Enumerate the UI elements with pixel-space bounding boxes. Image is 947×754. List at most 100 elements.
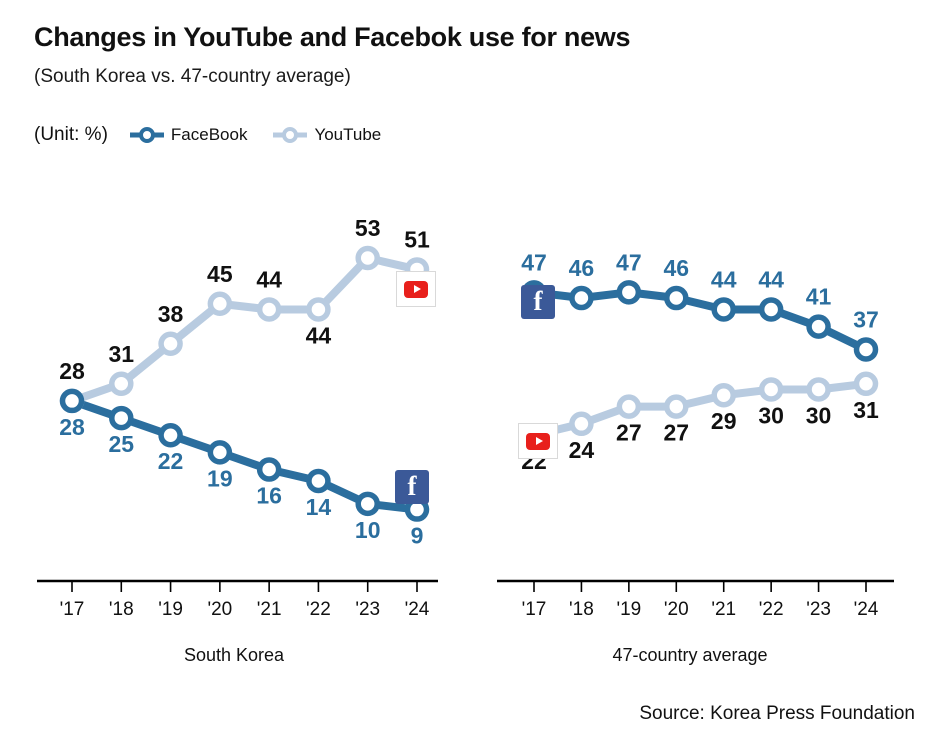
page-subtitle: (South Korea vs. 47-country average) (34, 66, 351, 87)
data-point-marker[interactable] (664, 394, 689, 419)
x-tick-label: '24 (405, 599, 430, 620)
data-point-marker[interactable] (158, 331, 183, 357)
data-point-label: 37 (853, 306, 879, 332)
data-point-label: 31 (108, 341, 134, 367)
data-point-marker[interactable] (616, 280, 642, 305)
x-tick-label: '23 (806, 599, 831, 620)
data-point-label: 9 (411, 523, 424, 549)
data-point-marker[interactable] (853, 337, 879, 362)
facebook-f-glyph: f (407, 471, 417, 501)
data-point-marker[interactable] (306, 468, 331, 494)
data-point-label: 30 (806, 403, 832, 429)
legend-item-youtube[interactable]: YouTube (273, 125, 381, 145)
legend-item-facebook[interactable]: FaceBook (129, 125, 248, 145)
data-point-label: 47 (616, 249, 642, 275)
play-triangle-icon (413, 285, 421, 293)
x-tick-label: '20 (664, 599, 689, 620)
data-point-marker[interactable] (355, 491, 380, 517)
data-point-label: 44 (256, 266, 282, 292)
facebook-logo-badge: f (521, 285, 555, 319)
x-tick-label: '18 (569, 599, 594, 620)
youtube-icon-body (404, 280, 428, 298)
panel-caption-south-korea: South Korea (183, 645, 285, 665)
data-point-marker[interactable] (806, 314, 831, 339)
facebook-f-glyph: f (533, 286, 543, 316)
data-point-label: 44 (306, 322, 332, 348)
data-point-marker[interactable] (59, 388, 85, 414)
data-point-label: 46 (663, 255, 689, 281)
data-point-marker[interactable] (853, 371, 879, 397)
data-point-label: 24 (569, 437, 595, 463)
data-point-label: 27 (616, 420, 642, 446)
youtube-logo-badge (396, 271, 436, 307)
data-point-label: 30 (758, 403, 784, 429)
data-point-marker[interactable] (758, 297, 784, 322)
data-point-marker[interactable] (207, 291, 233, 316)
x-tick-label: '22 (759, 599, 784, 620)
data-point-marker[interactable] (109, 405, 134, 431)
legend-label-facebook: FaceBook (170, 125, 248, 144)
data-point-label: 31 (853, 397, 879, 423)
x-tick-label: '19 (616, 599, 641, 620)
x-tick-label: '17 (522, 599, 547, 620)
unit-label: (Unit: %) (34, 124, 108, 145)
data-point-marker[interactable] (207, 440, 233, 465)
x-tick-label: '24 (854, 599, 879, 620)
line-marker-icon (129, 127, 164, 143)
data-point-marker[interactable] (158, 422, 183, 448)
x-tick-label: '21 (711, 599, 736, 620)
x-tick-label: '21 (257, 599, 282, 620)
data-point-label: 53 (355, 215, 381, 241)
data-point-marker[interactable] (355, 245, 380, 271)
page-title: Changes in YouTube and Facebok use for n… (34, 22, 631, 52)
data-point-label: 45 (207, 261, 233, 287)
data-point-marker[interactable] (306, 297, 331, 322)
youtube-logo-badge (518, 423, 558, 459)
data-point-label: 29 (711, 408, 737, 434)
data-point-label: 41 (806, 284, 832, 310)
data-point-marker[interactable] (711, 382, 736, 408)
chart-south-korea: '17 '18 '19 '20 '21 '22 '23 '24 28 31 38 45 44 44 53 51… (37, 215, 438, 620)
data-point-label: 19 (207, 465, 233, 491)
youtube-icon-body (526, 432, 550, 450)
x-tick-label: '19 (158, 599, 183, 620)
legend-label-youtube: YouTube (314, 125, 382, 144)
data-point-label: 51 (404, 226, 430, 252)
panel-caption-47-country: 47-country average (612, 645, 768, 665)
facebook-logo-badge: f (395, 470, 429, 504)
data-point-label: 14 (306, 494, 332, 520)
data-point-label: 47 (521, 249, 547, 275)
data-point-marker[interactable] (256, 457, 282, 482)
data-point-marker[interactable] (109, 371, 134, 397)
x-tick-label: '20 (207, 599, 232, 620)
play-triangle-icon (535, 437, 543, 445)
x-tick-label: '23 (355, 599, 380, 620)
data-point-marker[interactable] (664, 285, 689, 311)
data-point-label: 27 (663, 420, 689, 446)
data-point-label: 16 (256, 483, 282, 509)
x-tick-label: '22 (306, 599, 331, 620)
x-tick-label: '17 (60, 599, 85, 620)
line-marker-icon (273, 127, 308, 143)
data-point-label: 25 (108, 431, 134, 457)
data-point-marker[interactable] (758, 377, 784, 402)
source-note: Source: Korea Press Foundation (639, 703, 915, 724)
data-point-marker[interactable] (711, 297, 736, 322)
chart-legend: (Unit: %) FaceBook YouTube (34, 124, 407, 146)
data-point-marker[interactable] (616, 394, 642, 419)
x-tick-label: '18 (109, 599, 134, 620)
data-point-marker[interactable] (569, 285, 594, 311)
data-point-label: 46 (569, 255, 595, 281)
data-point-marker[interactable] (806, 377, 831, 402)
data-point-label: 38 (158, 301, 184, 327)
chart-47-country-average: '17 '18 '19 '20 '21 '22 '23 '24 47 46 47 46 44 44 41 37… (497, 249, 894, 620)
data-point-marker[interactable] (569, 411, 594, 437)
data-point-marker[interactable] (256, 297, 282, 322)
data-point-label: 28 (59, 414, 85, 440)
data-point-label: 44 (758, 266, 784, 292)
data-point-label: 22 (158, 448, 184, 474)
data-point-label: 28 (59, 358, 85, 384)
data-point-label: 44 (711, 266, 737, 292)
